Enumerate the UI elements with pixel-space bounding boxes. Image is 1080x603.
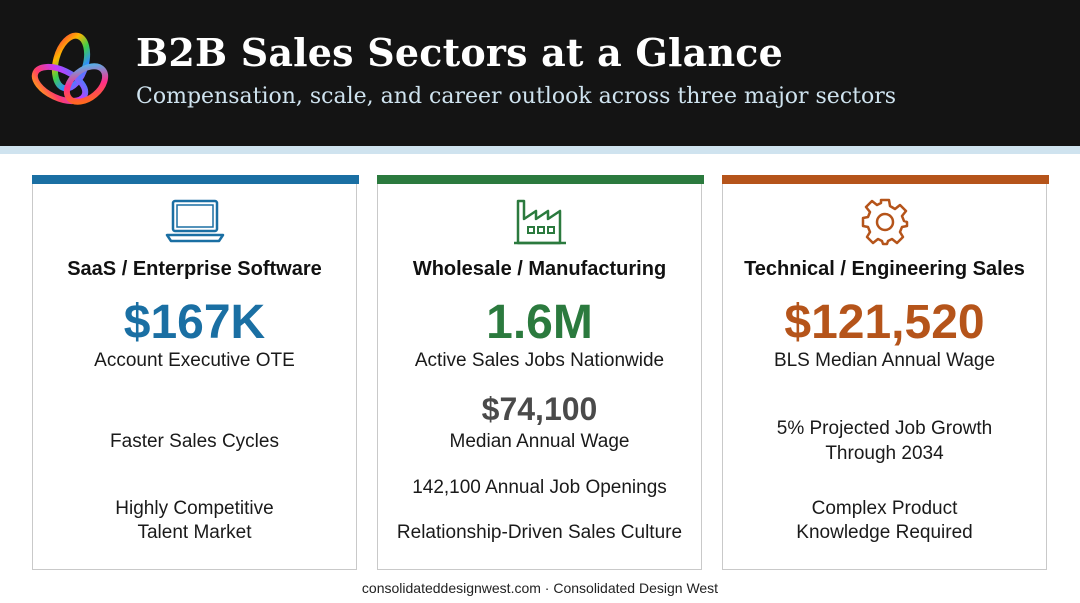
headline-stat-label: BLS Median Annual Wage — [773, 350, 996, 371]
factory-icon — [513, 199, 566, 245]
headline-stat-label: Account Executive OTE — [94, 350, 295, 371]
card-point: Faster Sales Cycles — [110, 431, 279, 452]
page-subtitle: Compensation, scale, and career outlook … — [136, 84, 897, 109]
card-point-line: Complex Product — [811, 498, 958, 519]
card-point-line: Knowledge Required — [796, 522, 973, 543]
card-point: Relationship-Driven Sales Culture — [396, 522, 683, 543]
saas-card: SaaS / Enterprise Software $167K Account… — [32, 175, 359, 570]
card-accent-bar — [377, 175, 704, 184]
technical-card: Technical / Engineering Sales $121,520 B… — [722, 175, 1049, 570]
wholesale-card: Wholesale / Manufacturing 1.6M Active Sa… — [377, 175, 704, 570]
footer-credit: consolidateddesignwest.com · Consolidate… — [361, 580, 719, 596]
card-accent-bar — [32, 175, 359, 184]
card-point: 142,100 Annual Job Openings — [412, 477, 667, 498]
card-title: Technical / Engineering Sales — [744, 258, 1025, 280]
gear-icon — [861, 198, 908, 246]
card-title: Wholesale / Manufacturing — [412, 258, 667, 280]
headline-stat: 1.6M — [486, 296, 593, 349]
card-point-line: 5% Projected Job Growth — [776, 418, 993, 439]
card-title: SaaS / Enterprise Software — [67, 258, 322, 280]
rainbow-knot-logo — [31, 32, 109, 105]
card-accent-bar — [722, 175, 1049, 184]
secondary-stat: $74,100 — [481, 391, 598, 427]
headline-stat: $121,520 — [784, 296, 985, 349]
secondary-stat-label: Median Annual Wage — [449, 431, 630, 452]
card-point-line: Talent Market — [137, 522, 252, 543]
header-accent-band — [0, 146, 1080, 154]
page-title: B2B Sales Sectors at a Glance — [136, 30, 784, 75]
laptop-icon — [165, 199, 224, 243]
header-banner: B2B Sales Sectors at a Glance Compensati… — [0, 0, 1080, 146]
headline-stat-label: Active Sales Jobs Nationwide — [414, 350, 665, 371]
headline-stat: $167K — [123, 296, 266, 349]
card-point-line: Highly Competitive — [115, 498, 274, 519]
card-point-line: Through 2034 — [825, 443, 944, 464]
